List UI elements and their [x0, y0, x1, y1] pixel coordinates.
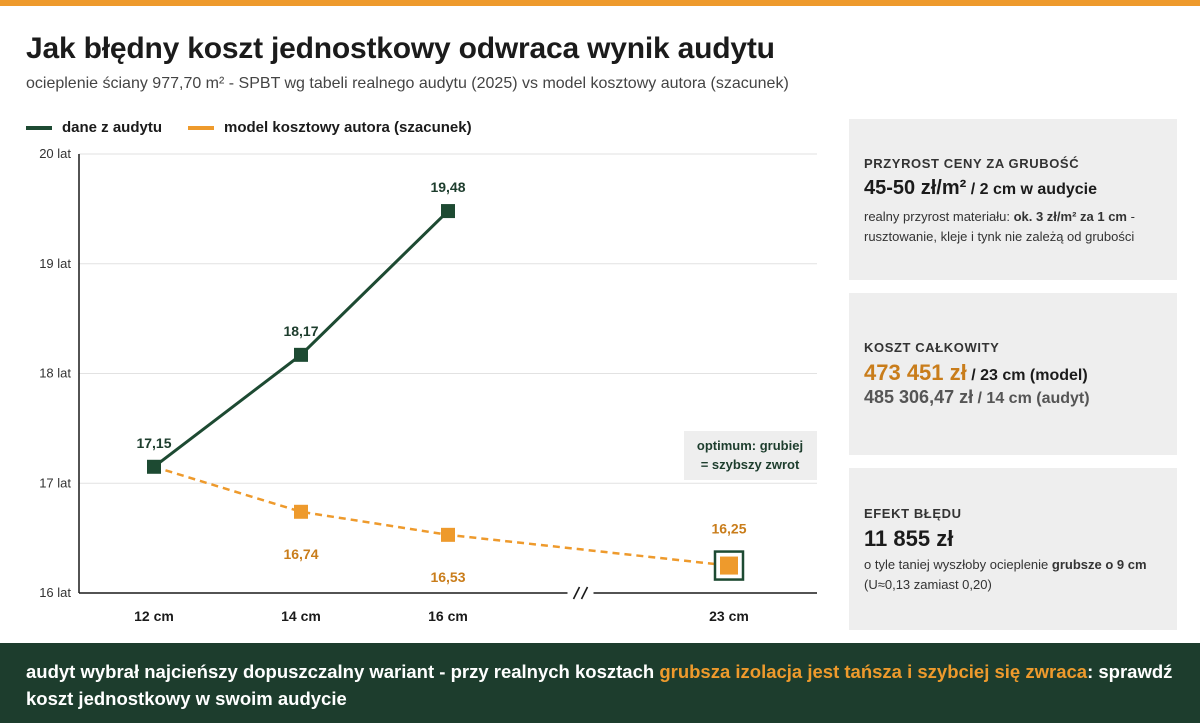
y-tick-label: 19 lat — [39, 256, 71, 271]
card-note-text-end: - rusztowanie, kleje i tynk nie zależą o… — [864, 209, 1135, 244]
axis-break-mark — [572, 586, 581, 600]
card-note-text: o tyle taniej wyszłoby ocieplenie — [864, 557, 1052, 572]
data-point-model — [441, 527, 455, 542]
data-point-model — [720, 556, 738, 575]
y-tick-label: 18 lat — [39, 366, 71, 381]
data-label-model: 16,74 — [283, 546, 318, 562]
card-model-value: 473 451 zł — [864, 360, 967, 385]
card-model-suffix: / 23 cm (model) — [966, 367, 1088, 384]
x-tick-label: 14 cm — [281, 608, 321, 624]
annotation-text: optimum: grubiej — [697, 438, 803, 453]
card-label: EFEKT BŁĘDU — [864, 506, 962, 521]
annotation-box — [684, 431, 817, 480]
legend-item-audit: dane z audytu — [26, 119, 162, 136]
card-note-text-end: (U≈0,13 zamiast 0,20) — [864, 577, 992, 592]
footer-banner: audyt wybrał najcieńszy dopuszczalny war… — [0, 643, 1200, 723]
data-label-model: 16,25 — [711, 521, 746, 537]
data-point-audit — [147, 459, 161, 474]
data-label-audit: 18,17 — [283, 323, 318, 339]
card-note: realny przyrost materiału: ok. 3 zł/m² z… — [864, 207, 1169, 247]
legend-item-model: model kosztowy autora (szacunek) — [188, 119, 472, 136]
data-point-audit — [441, 204, 455, 219]
card-note: o tyle taniej wyszłoby ocieplenie grubsz… — [864, 555, 1169, 595]
data-label-audit: 19,48 — [430, 179, 465, 195]
y-tick-label: 17 lat — [39, 475, 71, 490]
data-label-model: 16,53 — [430, 569, 465, 585]
card-note-text: realny przyrost materiału: — [864, 209, 1014, 224]
card-note-bold: ok. 3 zł/m² za 1 cm — [1013, 209, 1127, 224]
x-tick-label: 23 cm — [709, 608, 749, 624]
card-audit-cost: 485 306,47 zł / 14 cm (audyt) — [864, 387, 1090, 408]
card-error-effect: EFEKT BŁĘDU 11 855 zł o tyle taniej wysz… — [849, 468, 1177, 630]
card-total-cost: KOSZT CAŁKOWITY 473 451 zł / 23 cm (mode… — [849, 293, 1177, 455]
x-tick-label: 12 cm — [134, 608, 174, 624]
data-point-audit — [294, 347, 308, 362]
series-line-audit — [153, 209, 450, 468]
legend-swatch-audit — [26, 125, 52, 130]
legend-swatch-model — [188, 125, 215, 130]
top-accent-bar — [0, 0, 1200, 6]
footer-text-start: audyt wybrał najcieńszy dopuszczalny war… — [26, 661, 660, 682]
axis-break-mark — [580, 586, 589, 600]
data-point-model — [294, 504, 308, 519]
card-big-value: 45-50 zł/m² / 2 cm w audycie — [864, 177, 1097, 200]
card-value: 45-50 zł/m² — [864, 177, 967, 199]
x-tick-label: 16 cm — [428, 608, 468, 624]
card-label: PRZYROST CENY ZA GRUBOŚĆ — [864, 156, 1080, 171]
card-value: 11 855 zł — [864, 526, 954, 551]
chart-legend: dane z audytu model kosztowy autora (sza… — [26, 119, 498, 136]
card-audit-value: 485 306,47 zł — [864, 387, 974, 407]
footer-message: audyt wybrał najcieńszy dopuszczalny war… — [26, 658, 1176, 712]
y-tick-label: 20 lat — [39, 146, 71, 161]
legend-label-audit: dane z audytu — [62, 119, 163, 136]
footer-text-end: : sprawdź koszt jednostkowy w swoim audy… — [26, 661, 1173, 709]
series-line-model — [153, 465, 730, 567]
annotation-text: = szybszy zwrot — [701, 457, 800, 472]
axis-break-gap — [567, 585, 594, 601]
card-audit-suffix: / 14 cm (audyt) — [973, 390, 1090, 407]
line-chart: 16 lat 17 lat 18 lat 19 lat 20 lat 12 cm 14 cm… — [39, 146, 817, 624]
card-model-cost: 473 451 zł / 23 cm (model) — [864, 360, 1088, 386]
footer-highlight: grubsza izolacja jest tańsza i szybciej … — [659, 661, 1088, 682]
data-label-audit: 17,15 — [136, 435, 171, 451]
card-label: KOSZT CAŁKOWITY — [864, 340, 1000, 355]
page-subtitle: ocieplenie ściany 977,70 m² - SPBT wg ta… — [26, 75, 789, 92]
card-price-increase: PRZYROST CENY ZA GRUBOŚĆ 45-50 zł/m² / 2… — [849, 119, 1177, 280]
card-value-suffix: / 2 cm w audycie — [966, 181, 1097, 198]
page-title: Jak błędny koszt jednostkowy odwraca wyn… — [26, 32, 775, 65]
y-tick-label: 16 lat — [39, 585, 71, 600]
card-note-bold: grubsze o 9 cm — [1051, 557, 1147, 572]
legend-label-model: model kosztowy autora (szacunek) — [224, 119, 472, 136]
